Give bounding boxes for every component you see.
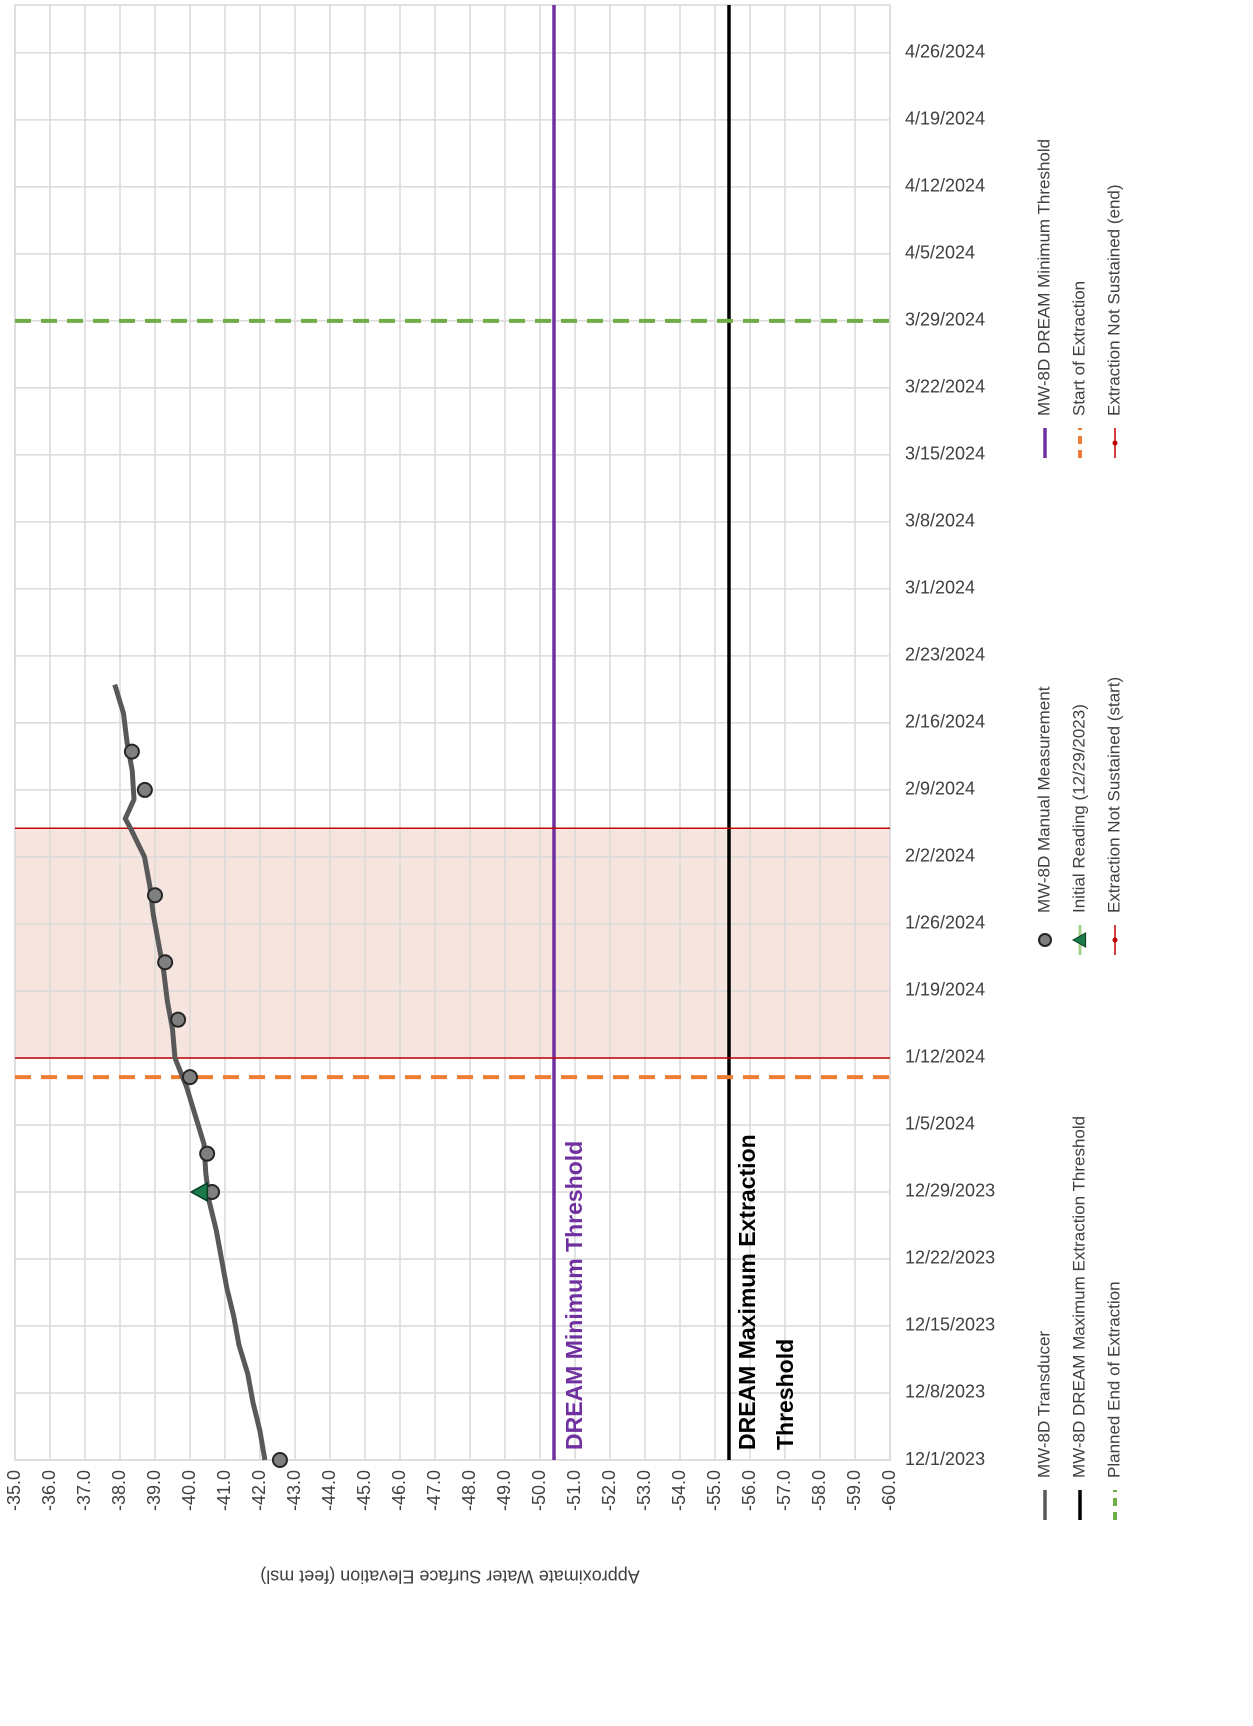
- y-tick-label: -48.0: [459, 1470, 479, 1511]
- manual-point: [123, 743, 140, 760]
- annotation: Threshold: [772, 1339, 798, 1450]
- legend-marker: [1071, 932, 1087, 948]
- manual-point: [182, 1069, 198, 1086]
- y-tick-label: -57.0: [774, 1470, 794, 1511]
- legend-marker: [1112, 440, 1118, 446]
- manual-point: [199, 1145, 216, 1162]
- y-tick-label: -37.0: [74, 1470, 94, 1511]
- x-tick-label: 2/2/2024: [905, 846, 975, 866]
- y-tick-label: -56.0: [739, 1470, 759, 1511]
- y-axis-title: Approximate Water Surface Elevation (fee…: [260, 1566, 639, 1586]
- manual-point: [271, 1452, 288, 1468]
- x-tick-label: 4/26/2024: [905, 42, 985, 62]
- x-tick-label: 3/29/2024: [905, 310, 985, 330]
- plot-frame: [14, 4, 891, 1461]
- legend-label: MW-8D Manual Measurement: [1034, 686, 1053, 913]
- x-tick-label: 1/19/2024: [905, 980, 985, 1000]
- y-tick-label: -46.0: [389, 1470, 409, 1511]
- legend-label: Planned End of Extraction: [1104, 1281, 1123, 1478]
- y-tick-label: -39.0: [144, 1470, 164, 1511]
- legend-marker: [1038, 933, 1052, 947]
- y-tick-label: -47.0: [424, 1470, 444, 1511]
- y-tick-label: -59.0: [844, 1470, 864, 1511]
- legend-label: Initial Reading (12/29/2023): [1069, 704, 1088, 913]
- y-tick-label: -44.0: [319, 1470, 339, 1511]
- y-tick-label: -54.0: [669, 1470, 689, 1511]
- legend-label: MW-8D DREAM Maximum Extraction Threshold: [1069, 1116, 1088, 1478]
- x-tick-label: 4/12/2024: [905, 176, 985, 196]
- x-tick-label: 1/26/2024: [905, 913, 985, 933]
- y-tick-label: -45.0: [354, 1470, 374, 1511]
- annotation: DREAM Maximum Extraction: [734, 1134, 760, 1450]
- y-tick-label: -53.0: [634, 1470, 654, 1511]
- transducer-line: [112, 683, 268, 1461]
- y-tick-label: -60.0: [879, 1470, 899, 1511]
- legend-label: MW-8D DREAM Minimum Threshold: [1034, 139, 1053, 416]
- y-tick-label: -58.0: [809, 1470, 829, 1511]
- x-tick-label: 3/8/2024: [905, 511, 975, 531]
- x-tick-label: 1/12/2024: [905, 1047, 985, 1067]
- x-tick-label: 2/9/2024: [905, 779, 975, 799]
- y-tick-label: -52.0: [599, 1470, 619, 1511]
- legend-label: MW-8D Transducer: [1034, 1331, 1053, 1478]
- x-tick-label: 3/22/2024: [905, 377, 985, 397]
- x-tick-label: 12/22/2023: [905, 1248, 995, 1268]
- legend-label: Start of Extraction: [1069, 281, 1088, 416]
- x-tick-label: 2/16/2024: [905, 712, 985, 732]
- y-tick-label: -43.0: [284, 1470, 304, 1511]
- manual-point: [157, 954, 174, 971]
- x-tick-label: 12/15/2023: [905, 1315, 995, 1335]
- y-tick-label: -55.0: [704, 1470, 724, 1511]
- legend-label: Extraction Not Sustained (start): [1104, 677, 1123, 913]
- y-tick-label: -36.0: [39, 1470, 59, 1511]
- manual-point: [147, 887, 163, 904]
- legend-label: Extraction Not Sustained (end): [1104, 184, 1123, 416]
- x-tick-label: 3/15/2024: [905, 444, 985, 464]
- x-tick-label: 2/23/2024: [905, 645, 985, 665]
- x-tick-label: 1/5/2024: [905, 1114, 975, 1134]
- y-tick-label: -40.0: [179, 1470, 199, 1511]
- y-tick-label: -38.0: [109, 1470, 129, 1511]
- initial-point: [189, 1181, 209, 1203]
- x-tick-label: 3/1/2024: [905, 578, 975, 598]
- y-tick-label: -42.0: [249, 1470, 269, 1511]
- rotated-plot: Approximate Water Surface Elevation (fee…: [4, 4, 1123, 1586]
- x-tick-label: 12/8/2023: [905, 1382, 985, 1402]
- manual-point: [170, 1011, 187, 1028]
- annotation: DREAM Minimum Threshold: [561, 1141, 587, 1450]
- y-tick-label: -41.0: [214, 1470, 234, 1511]
- legend-marker: [1112, 937, 1118, 943]
- x-tick-label: 4/5/2024: [905, 243, 975, 263]
- y-tick-label: -35.0: [4, 1470, 24, 1511]
- y-tick-label: -51.0: [564, 1470, 584, 1511]
- x-tick-label: 12/29/2023: [905, 1181, 995, 1201]
- y-tick-label: -49.0: [494, 1470, 514, 1511]
- x-tick-label: 12/1/2023: [905, 1449, 985, 1469]
- y-tick-label: -50.0: [529, 1470, 549, 1511]
- x-tick-label: 4/19/2024: [905, 109, 985, 129]
- shaded-region: [15, 828, 890, 1058]
- manual-point: [136, 781, 153, 798]
